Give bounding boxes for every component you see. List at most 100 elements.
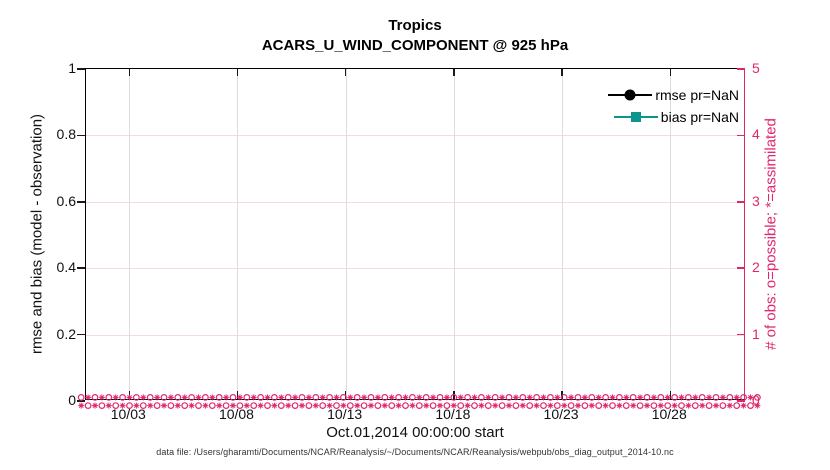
assimilated-obs-marker bbox=[706, 394, 713, 401]
assimilated-obs-marker bbox=[726, 402, 733, 409]
possible-obs-marker bbox=[291, 402, 299, 410]
left-axis-tick bbox=[76, 201, 85, 203]
possible-obs-marker bbox=[429, 402, 437, 410]
assimilated-obs-marker bbox=[650, 394, 657, 401]
possible-obs-marker bbox=[208, 402, 216, 410]
obs-count-zero-band bbox=[77, 394, 761, 410]
assimilated-obs-marker bbox=[671, 402, 678, 409]
possible-obs-marker bbox=[139, 402, 147, 410]
assimilated-obs-marker bbox=[595, 394, 602, 401]
assimilated-obs-marker bbox=[85, 394, 92, 401]
x-gridline bbox=[562, 69, 564, 399]
assimilated-obs-marker bbox=[581, 394, 588, 401]
left-tick-label: 1 bbox=[68, 60, 76, 76]
possible-obs-marker bbox=[319, 402, 327, 410]
x-axis-tick-top bbox=[453, 69, 455, 76]
assimilated-obs-marker bbox=[216, 402, 223, 409]
x-axis-tick-top bbox=[561, 69, 563, 76]
assimilated-obs-marker bbox=[126, 394, 133, 401]
possible-obs-marker bbox=[547, 394, 554, 401]
assimilated-obs-marker bbox=[278, 394, 285, 401]
possible-obs-marker bbox=[229, 394, 237, 401]
assimilated-obs-marker bbox=[754, 402, 761, 409]
possible-obs-marker bbox=[298, 394, 306, 401]
data-file-caption: data file: /Users/gharamti/Documents/NCA… bbox=[156, 447, 674, 457]
possible-obs-marker bbox=[560, 394, 568, 401]
x-axis-tick-top bbox=[128, 69, 131, 76]
possible-obs-marker bbox=[146, 394, 154, 401]
assimilated-obs-marker bbox=[257, 402, 264, 409]
x-axis-label: Oct.01,2014 00:00:00 start bbox=[326, 424, 504, 441]
x-gridline bbox=[345, 69, 347, 399]
assimilated-obs-marker bbox=[733, 394, 740, 401]
left-axis-tick bbox=[76, 68, 85, 70]
possible-obs-marker bbox=[353, 394, 361, 401]
assimilated-obs-marker bbox=[319, 394, 326, 401]
assimilated-obs-marker bbox=[147, 402, 154, 409]
assimilated-obs-marker bbox=[499, 394, 506, 401]
assimilated-obs-marker bbox=[112, 394, 119, 401]
assimilated-obs-marker bbox=[437, 402, 443, 409]
assimilated-obs-marker bbox=[657, 402, 664, 409]
possible-obs-marker bbox=[519, 394, 527, 401]
possible-obs-marker bbox=[305, 402, 313, 410]
possible-obs-marker bbox=[84, 402, 92, 410]
legend-label: bias pr=NaN bbox=[660, 108, 739, 125]
possible-obs-marker bbox=[678, 402, 685, 410]
assimilated-obs-marker bbox=[450, 402, 457, 409]
right-tick-label: 4 bbox=[752, 126, 760, 143]
possible-obs-marker bbox=[629, 394, 637, 401]
assimilated-obs-marker bbox=[692, 394, 699, 401]
left-tick-label: 0.4 bbox=[56, 259, 76, 276]
right-axis-tick bbox=[737, 134, 745, 137]
x-tick-label: 10/23 bbox=[543, 406, 579, 422]
possible-obs-marker bbox=[326, 394, 334, 401]
assimilated-obs-marker bbox=[347, 394, 354, 401]
possible-obs-marker bbox=[567, 402, 575, 410]
possible-obs-marker bbox=[367, 394, 375, 401]
assimilated-obs-marker bbox=[243, 402, 250, 409]
possible-obs-marker bbox=[236, 402, 244, 410]
assimilated-obs-marker bbox=[285, 402, 292, 409]
possible-obs-marker bbox=[415, 402, 423, 410]
assimilated-obs-marker bbox=[616, 402, 623, 409]
possible-obs-marker bbox=[105, 394, 113, 401]
possible-obs-marker bbox=[215, 394, 223, 401]
y-gridline bbox=[86, 135, 744, 137]
possible-obs-marker bbox=[478, 394, 485, 401]
assimilated-obs-marker bbox=[519, 402, 526, 409]
x-axis-tick bbox=[669, 391, 671, 399]
assimilated-obs-marker bbox=[713, 402, 719, 409]
possible-obs-marker bbox=[333, 402, 340, 410]
possible-obs-marker bbox=[167, 402, 175, 410]
possible-obs-marker bbox=[346, 402, 354, 410]
possible-obs-marker bbox=[201, 394, 209, 401]
assimilated-obs-marker bbox=[202, 402, 209, 409]
assimilated-obs-marker bbox=[547, 402, 554, 409]
right-axis-tick bbox=[737, 267, 745, 269]
possible-obs-marker bbox=[133, 394, 140, 401]
possible-obs-marker bbox=[540, 402, 547, 410]
assimilated-obs-marker bbox=[105, 402, 112, 409]
assimilated-obs-marker bbox=[443, 394, 450, 401]
x-tick-label: 10/13 bbox=[327, 406, 363, 422]
possible-obs-marker bbox=[195, 402, 202, 410]
x-tick-label: 10/18 bbox=[435, 406, 471, 422]
possible-obs-marker bbox=[719, 402, 727, 410]
assimilated-obs-marker bbox=[575, 402, 581, 409]
assimilated-obs-marker bbox=[92, 402, 98, 409]
possible-obs-marker bbox=[533, 394, 541, 401]
right-axis-tick bbox=[737, 201, 745, 203]
assimilated-obs-marker bbox=[644, 402, 650, 409]
right-tick-label: 0 bbox=[752, 392, 760, 408]
assimilated-obs-marker bbox=[333, 394, 340, 401]
assimilated-obs-marker bbox=[430, 394, 437, 401]
possible-obs-marker bbox=[698, 394, 706, 401]
possible-obs-marker bbox=[609, 402, 616, 410]
possible-obs-marker bbox=[464, 394, 472, 401]
assimilated-obs-marker bbox=[664, 394, 671, 401]
legend-marker-square-icon bbox=[630, 111, 641, 122]
assimilated-obs-marker bbox=[609, 394, 616, 401]
possible-obs-marker bbox=[726, 394, 734, 401]
